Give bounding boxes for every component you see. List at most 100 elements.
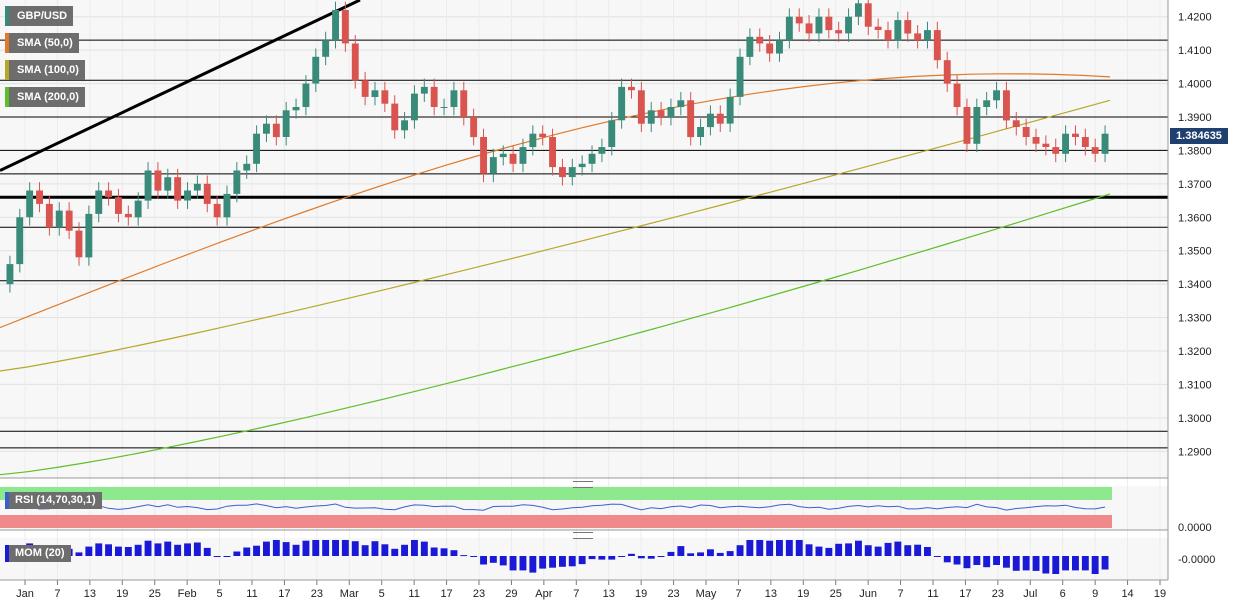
y-tick-label: 1.4200 <box>1178 12 1212 24</box>
mom-bar <box>1062 556 1069 571</box>
x-tick-label: 17 <box>959 588 971 600</box>
x-axis: Jan 7 13 19 25 Feb 5 11 17 23 Mar 5 11 17 23 29 Apr 7 13 19… <box>16 580 1166 600</box>
mom-bar <box>894 541 902 556</box>
mom-bar <box>855 540 862 556</box>
candle-body <box>539 133 547 137</box>
candle-body <box>1101 133 1109 154</box>
candle-body <box>914 33 922 41</box>
mom-bar <box>95 543 103 556</box>
mom-bar <box>963 556 971 569</box>
mom-bar <box>75 552 83 556</box>
mom-bar <box>578 556 586 565</box>
mom-bar <box>588 556 596 560</box>
candle-body <box>292 107 300 111</box>
y-tick-label: 1.3200 <box>1178 346 1212 358</box>
candle-body <box>164 177 172 191</box>
x-tick-label: 7 <box>573 588 579 600</box>
y-tick-label: 1.3400 <box>1178 279 1212 291</box>
candle-body <box>993 90 1000 101</box>
mom-bar <box>933 556 941 557</box>
rsi-overbought-zone <box>0 487 1112 500</box>
mom-bar <box>825 547 833 556</box>
mom-bar <box>499 556 507 566</box>
candle-body <box>1072 133 1079 137</box>
candle-body <box>115 197 122 214</box>
mom-bar <box>1081 556 1089 571</box>
candle-body <box>381 90 389 104</box>
mom-bar <box>795 540 803 556</box>
x-tick-label: 25 <box>149 588 161 600</box>
rsi-swatch <box>5 492 9 509</box>
mom-bar <box>637 556 645 559</box>
mom-bar <box>884 542 892 556</box>
resize-handle-rsi[interactable] <box>573 481 593 488</box>
legend-sma-50[interactable]: SMA (50,0) <box>5 33 79 53</box>
candle-body <box>351 43 359 81</box>
legend-sma-200[interactable]: SMA (200,0) <box>5 87 85 107</box>
mom-bar <box>1091 556 1099 574</box>
mom-bar <box>282 542 290 556</box>
mom-bar <box>529 556 537 573</box>
sma-100-swatch <box>5 60 9 80</box>
x-tick-label: Jul <box>1023 588 1037 600</box>
candle-body <box>1032 137 1040 144</box>
candle-body <box>85 213 93 258</box>
mom-bar <box>1072 556 1079 571</box>
legend-symbol[interactable]: GBP/USD <box>5 6 74 26</box>
last-price-tag: 1.384635 <box>1170 128 1228 144</box>
mom-bar <box>460 555 468 557</box>
rsi-oversold-zone <box>0 515 1112 528</box>
candle-body <box>746 36 754 57</box>
mom-bar <box>568 556 576 567</box>
mom-bar <box>450 550 458 556</box>
mom-bar <box>1032 556 1040 571</box>
resize-handle-mom[interactable] <box>573 532 593 539</box>
candle-body <box>1062 133 1069 154</box>
candle-body <box>618 86 626 121</box>
mom-bar <box>697 552 704 556</box>
mom-bar <box>835 543 843 556</box>
mom-bar <box>904 545 912 556</box>
mom-bar <box>174 544 182 556</box>
y-tick-label: 1.3000 <box>1178 413 1212 425</box>
candle-body <box>105 190 112 198</box>
candle-layer <box>6 0 1109 293</box>
x-tick-label: Jan <box>16 588 34 600</box>
candle-body <box>549 137 556 168</box>
candle-body <box>322 40 330 57</box>
candle-body <box>470 117 478 138</box>
candle-body <box>983 100 991 107</box>
candle-body <box>578 163 586 168</box>
candle-body <box>953 83 961 107</box>
candle-body <box>203 183 211 204</box>
mom-bar <box>312 540 320 556</box>
mom-bar <box>263 541 270 556</box>
legend-sma-100[interactable]: SMA (100,0) <box>5 60 85 80</box>
candle-body <box>963 107 971 144</box>
x-tick-label: 5 <box>379 588 385 600</box>
mom-label[interactable]: MOM (20) <box>5 545 71 562</box>
candle-body <box>805 23 813 34</box>
candle-body <box>707 113 714 128</box>
mom-label-text: MOM (20) <box>15 547 65 559</box>
x-tick-label: 17 <box>278 588 290 600</box>
candle-body <box>509 153 517 164</box>
mom-bar <box>776 540 783 556</box>
candle-body <box>193 183 201 191</box>
mom-bar <box>667 551 675 556</box>
candle-body <box>411 93 418 121</box>
rsi-label[interactable]: RSI (14,70,30,1) <box>5 492 102 509</box>
candle-body <box>460 90 468 117</box>
mom-bar <box>746 540 754 556</box>
x-tick-label: 9 <box>1092 588 1098 600</box>
x-tick-label: 13 <box>84 588 96 600</box>
x-tick-label: 5 <box>217 588 223 600</box>
mom-swatch <box>5 545 9 562</box>
candle-body <box>598 147 606 154</box>
mom-bar <box>115 546 122 556</box>
mom-bar <box>983 556 991 568</box>
x-tick-label: 23 <box>311 588 323 600</box>
mom-bar <box>440 548 448 556</box>
candle-body <box>697 127 704 137</box>
mom-bar <box>726 551 734 556</box>
